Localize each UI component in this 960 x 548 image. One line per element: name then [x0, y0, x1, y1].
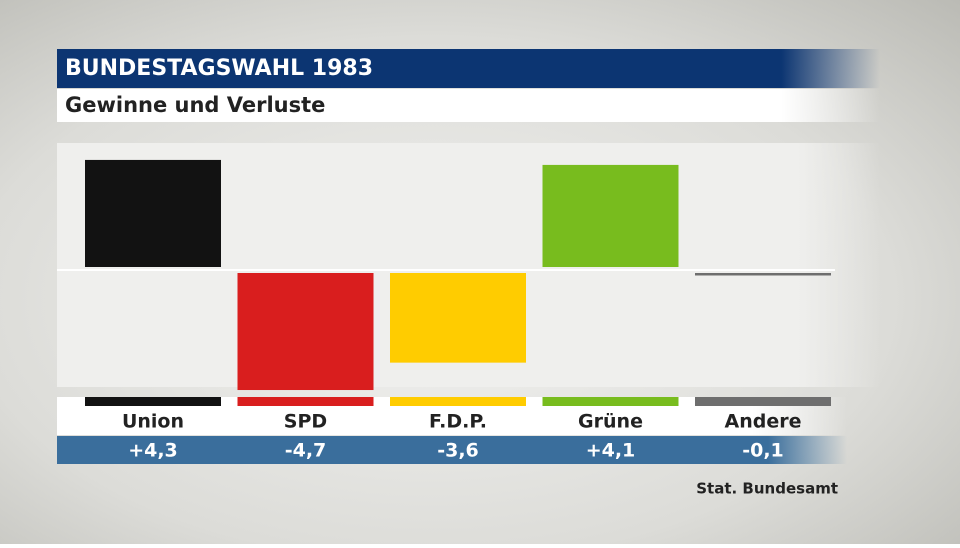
color-strip — [85, 397, 221, 406]
value-label: -3,6 — [437, 440, 479, 462]
category-label: Union — [122, 411, 184, 433]
source: Stat. Bundesamt — [696, 480, 838, 498]
category-label: F.D.P. — [429, 411, 487, 433]
value-band — [57, 436, 847, 464]
color-strip — [390, 397, 526, 406]
bar — [695, 273, 831, 276]
category-label: Grüne — [578, 411, 643, 433]
category-label: SPD — [284, 411, 327, 433]
bar — [85, 159, 221, 267]
subtitle-band — [57, 89, 880, 122]
bar — [542, 164, 679, 267]
color-strip — [237, 397, 374, 406]
value-label: +4,1 — [586, 440, 636, 462]
color-strip — [695, 397, 831, 406]
chart-title: BUNDESTAGSWAHL 1983 — [65, 56, 373, 81]
bar — [390, 273, 526, 363]
value-label: +4,3 — [128, 440, 178, 462]
value-label: -4,7 — [285, 440, 327, 462]
bar — [237, 273, 374, 391]
value-label: -0,1 — [742, 440, 784, 462]
title-band — [57, 49, 880, 88]
color-strip — [542, 397, 679, 406]
category-label: Andere — [725, 411, 802, 433]
chart-subtitle: Gewinne und Verluste — [65, 93, 325, 117]
